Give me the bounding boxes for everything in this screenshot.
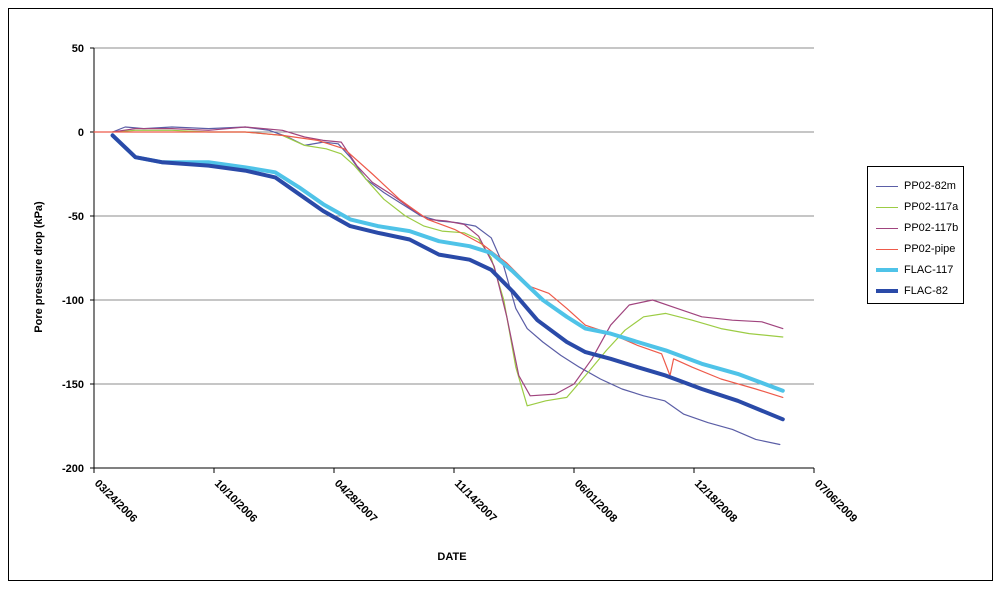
legend-label: PP02-117a [904,201,959,213]
y-tick-label: -200 [62,463,84,475]
legend-item: PP02-117a [876,198,958,216]
axes [90,47,815,473]
x-tick-label: 06/01/2008 [572,478,619,525]
legend-label: PP02-82m [904,180,956,192]
legend-item: FLAC-82 [876,282,948,300]
legend-swatch [876,227,898,229]
x-tick-label: 12/18/2008 [692,478,739,525]
x-tick-label: 04/28/2007 [332,478,379,525]
series-line-flac-82 [110,133,785,422]
legend-label: PP02-117b [904,222,959,234]
legend-label: FLAC-117 [904,264,954,276]
x-axis-title: DATE [437,551,466,563]
legend-swatch [876,185,898,187]
series-lines [93,126,785,446]
y-tick-label: 50 [72,43,84,55]
y-tick-label: 0 [78,127,84,139]
legend-swatch [876,206,898,208]
x-tick-label: 10/10/2006 [212,478,259,525]
y-tick-label: -50 [68,211,84,223]
legend-swatch [876,248,898,250]
y-axis-title: Pore pressure drop (kPa) [33,201,45,333]
series-line-pp02-82m [111,126,781,446]
y-tick-label: -100 [62,295,84,307]
x-tick-label: 03/24/2006 [92,478,139,525]
legend-swatch [876,289,898,293]
tick-labels: 50 0 -50 -100 -150 -200 03/24/2006 10/10/2006 04… [62,43,859,525]
series-line-pp02-117b [111,126,784,397]
chart-frame [8,8,993,581]
legend-label: FLAC-82 [904,285,949,297]
legend-item: PP02-pipe [876,240,955,258]
x-tick-label: 07/06/2009 [812,478,859,525]
legend-item: PP02-82m [876,177,956,195]
legend-label: PP02-pipe [904,243,956,255]
legend: PP02-82m PP02-117a PP02-117b PP02-pipe FLAC-… [867,166,964,304]
x-tick-label: 11/14/2007 [452,478,499,525]
legend-item: FLAC-117 [876,261,953,279]
y-tick-label: -150 [62,379,84,391]
series-line-pp02-117a [111,129,784,407]
legend-item: PP02-117b [876,219,958,237]
legend-swatch [876,268,898,272]
series-line-flac-117 [110,133,785,393]
